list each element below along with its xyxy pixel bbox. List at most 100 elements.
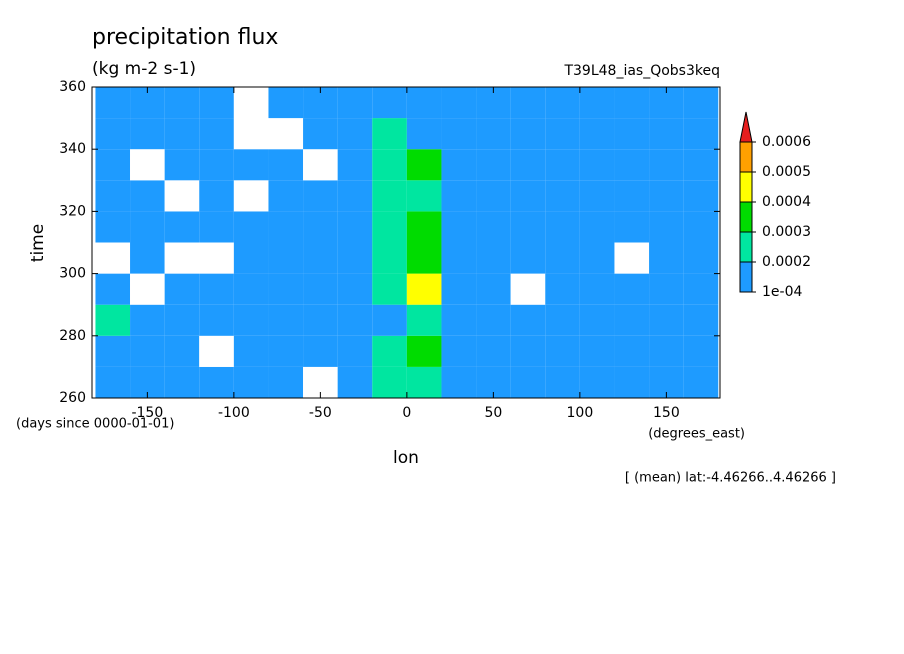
field-cell: [95, 87, 131, 119]
units: (kg m-2 s-1): [92, 59, 196, 79]
field: [95, 87, 719, 398]
field-cell: [579, 87, 615, 119]
field-cell: [130, 211, 165, 243]
colorbar-label: 0.0005: [762, 164, 811, 180]
colorbar-swatch: [739, 261, 753, 293]
field-cell: [683, 149, 719, 181]
y-tick-label: 360: [59, 79, 86, 95]
field-cell: [337, 335, 373, 367]
field-cell: [199, 180, 234, 212]
field-cell: [441, 366, 477, 398]
field-cell: [510, 304, 546, 336]
field-cell: [268, 304, 304, 336]
field-cell: [614, 118, 650, 150]
field-cell: [579, 242, 615, 274]
field-cell: [164, 180, 200, 212]
field-cell: [545, 273, 580, 305]
field-cell: [510, 87, 546, 119]
field-cell: [337, 366, 373, 398]
field-cell: [614, 180, 650, 212]
field-cell: [95, 242, 131, 274]
field-cell: [683, 304, 719, 336]
field-cell: [164, 242, 200, 274]
field-cell: [510, 211, 546, 243]
field-cell: [649, 211, 684, 243]
field-cell: [683, 87, 719, 119]
field-cell: [372, 87, 407, 119]
field-cell: [164, 366, 200, 398]
field-cell: [510, 242, 546, 274]
field-cell: [545, 180, 580, 212]
field-cell: [268, 242, 304, 274]
field-cell: [372, 304, 407, 336]
field-cell: [268, 118, 304, 150]
colorbar-label: 0.0002: [762, 254, 811, 270]
field-cell: [441, 273, 477, 305]
field-cell: [406, 273, 442, 305]
y-tick-label: 320: [59, 203, 86, 219]
field-cell: [406, 87, 442, 119]
field-cell: [199, 211, 234, 243]
field-cell: [614, 366, 650, 398]
field-cell: [199, 335, 234, 367]
field-cell: [614, 211, 650, 243]
field-cell: [649, 273, 684, 305]
field-cell: [649, 118, 684, 150]
field-cell: [199, 366, 234, 398]
field-cell: [683, 211, 719, 243]
field-cell: [579, 366, 615, 398]
x-units: (degrees_east): [648, 427, 745, 442]
field-cell: [683, 366, 719, 398]
field-cell: [337, 211, 373, 243]
plot-frame: [91, 86, 721, 399]
x-tick-label: 0: [402, 405, 411, 421]
field-cell: [510, 335, 546, 367]
x-tick-label: 150: [653, 405, 680, 421]
field-cell: [406, 366, 442, 398]
field-cell: [372, 211, 407, 243]
colorbar-label: 0.0003: [762, 224, 811, 240]
experiment: T39L48_ias_Qobs3keq: [563, 63, 720, 79]
field-cell: [233, 273, 269, 305]
field-cell: [233, 180, 269, 212]
field-cell: [164, 273, 200, 305]
field-cell: [199, 118, 234, 150]
field-cell: [164, 211, 200, 243]
field-cell: [441, 87, 477, 119]
field-cell: [649, 180, 684, 212]
field-cell: [199, 87, 234, 119]
colorbar-swatch: [739, 171, 753, 203]
field-cell: [130, 149, 165, 181]
field-cell: [233, 335, 269, 367]
field-cell: [95, 304, 131, 336]
field-cell: [130, 118, 165, 150]
field-cell: [303, 211, 338, 243]
field-cell: [130, 335, 165, 367]
field-cell: [649, 242, 684, 274]
field-cell: [441, 335, 477, 367]
colorbar-label: 1e-04: [762, 284, 802, 300]
field-cell: [545, 242, 580, 274]
field-cell: [614, 335, 650, 367]
field-cell: [476, 211, 511, 243]
field-cell: [95, 211, 131, 243]
field-cell: [303, 242, 338, 274]
field-cell: [683, 118, 719, 150]
field-cell: [476, 273, 511, 305]
field-cell: [199, 273, 234, 305]
x-tick-label: -100: [218, 405, 250, 421]
field-cell: [233, 366, 269, 398]
field-cell: [233, 211, 269, 243]
field-cell: [164, 87, 200, 119]
field-cell: [268, 366, 304, 398]
field-cell: [476, 149, 511, 181]
field-cell: [372, 242, 407, 274]
field-cell: [199, 242, 234, 274]
field-cell: [372, 180, 407, 212]
field-cell: [683, 335, 719, 367]
field-cell: [406, 118, 442, 150]
field-cell: [614, 149, 650, 181]
field-cell: [337, 242, 373, 274]
field-cell: [510, 149, 546, 181]
